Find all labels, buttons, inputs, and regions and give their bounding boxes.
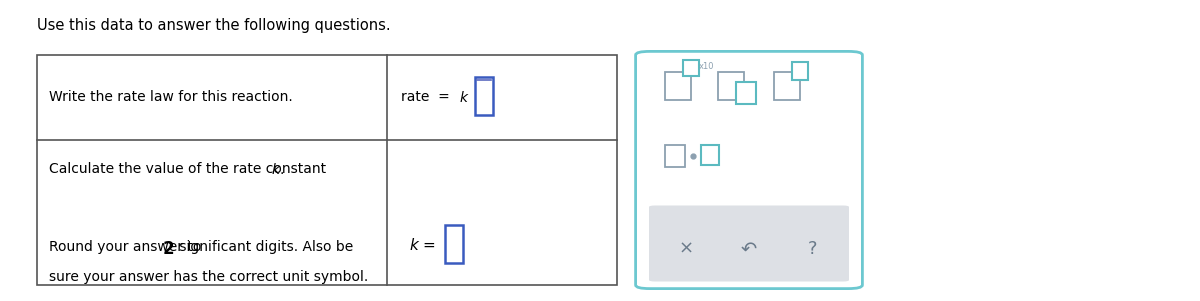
Text: Write the rate law for this reaction.: Write the rate law for this reaction. — [49, 90, 293, 104]
Bar — [37, 55, 617, 285]
Bar — [475, 77, 493, 96]
Text: $\mathbf{2}$: $\mathbf{2}$ — [162, 240, 174, 258]
Text: $k$: $k$ — [458, 89, 469, 104]
Bar — [736, 82, 756, 104]
Text: ↶: ↶ — [740, 240, 757, 259]
Bar — [445, 225, 463, 263]
Bar — [701, 145, 719, 165]
Text: Round your answer to: Round your answer to — [49, 240, 205, 254]
Text: $k$ =: $k$ = — [409, 237, 436, 253]
Bar — [792, 62, 808, 80]
Text: rate  =: rate = — [401, 90, 454, 104]
Text: Calculate the value of the rate constant: Calculate the value of the rate constant — [49, 162, 330, 176]
Bar — [774, 72, 800, 100]
Text: ×: × — [678, 240, 694, 258]
FancyBboxPatch shape — [649, 206, 850, 281]
Bar — [718, 72, 744, 100]
Bar — [665, 72, 691, 100]
Text: $k$.: $k$. — [271, 162, 284, 177]
Text: x10: x10 — [698, 62, 714, 71]
Text: significant digits. Also be: significant digits. Also be — [175, 240, 353, 254]
Bar — [683, 60, 698, 76]
FancyBboxPatch shape — [636, 51, 863, 289]
Text: Use this data to answer the following questions.: Use this data to answer the following qu… — [37, 18, 391, 33]
Bar — [475, 77, 493, 115]
Text: sure your answer has the correct unit symbol.: sure your answer has the correct unit sy… — [49, 270, 368, 284]
Bar — [665, 145, 685, 167]
Text: ?: ? — [808, 240, 817, 258]
